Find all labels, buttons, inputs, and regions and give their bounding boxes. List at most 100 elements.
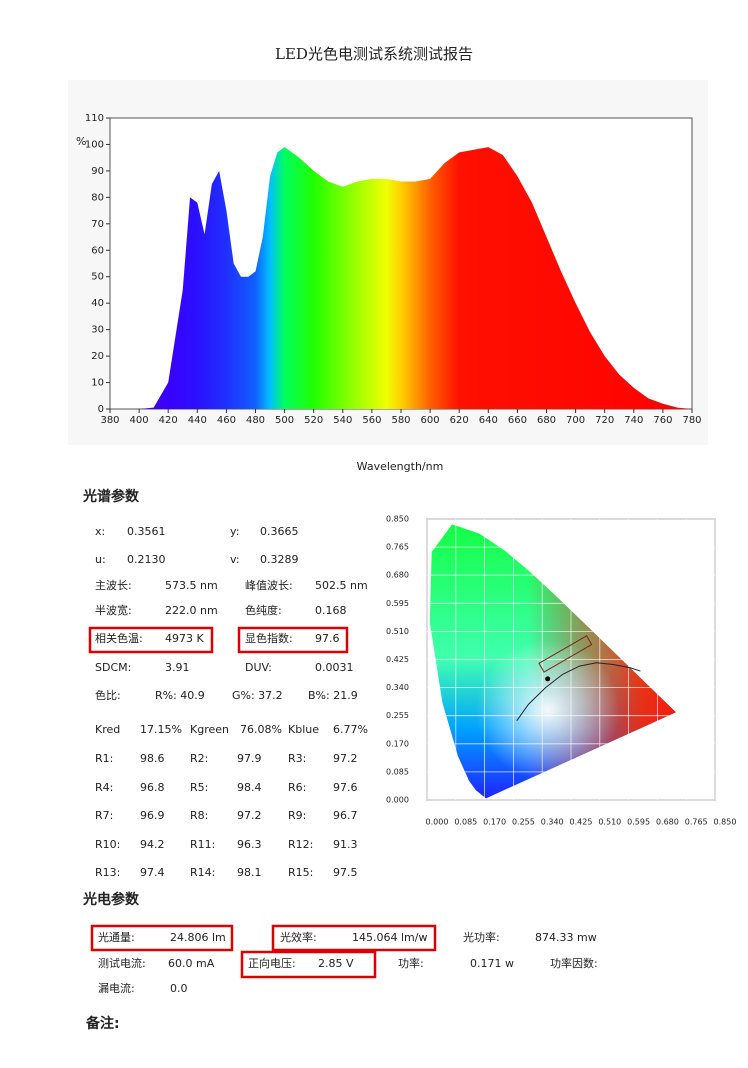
- param-label: 光效率:: [280, 930, 317, 944]
- param-label: 色纯度:: [245, 603, 282, 617]
- param-value: 0.171 w: [470, 957, 514, 970]
- param-value: 0.3289: [260, 553, 299, 566]
- param-value: 97.6: [315, 632, 340, 645]
- planckian-locus: [516, 662, 641, 721]
- y-tick-label: 20: [91, 351, 104, 362]
- x-tick-label: 780: [682, 415, 701, 426]
- y-tick-label: 0: [98, 404, 104, 415]
- param-label: R15:: [288, 866, 313, 879]
- param-label: 相关色温:: [95, 631, 143, 645]
- x-tick-label: 680: [537, 415, 556, 426]
- param-value: 91.3: [333, 838, 358, 851]
- title: LED光色电测试系统测试报告: [275, 45, 473, 63]
- x-tick-label: 620: [450, 415, 469, 426]
- x-tick-label: 440: [188, 415, 207, 426]
- param-value: 222.0 nm: [165, 604, 218, 617]
- param-label: R8:: [190, 809, 208, 822]
- x-tick-label: 660: [508, 415, 527, 426]
- param-label: R1:: [95, 752, 113, 765]
- param-value: 97.2: [333, 752, 358, 765]
- param-label: G%: 37.2: [232, 689, 283, 702]
- param-label: 光通量:: [98, 930, 135, 944]
- y-tick-label: 0.255: [386, 711, 409, 720]
- x-tick-label: 560: [362, 415, 381, 426]
- y-tick-label: 0.170: [386, 739, 409, 748]
- x-tick-label: 0.000: [426, 818, 449, 827]
- param-value: 96.8: [140, 781, 165, 794]
- param-value: 0.0: [170, 982, 188, 995]
- section-title: 光电参数: [82, 891, 140, 908]
- param-label: R13:: [95, 866, 120, 879]
- param-value: 76.08%: [240, 723, 282, 736]
- param-label: R9:: [288, 809, 306, 822]
- x-tick-label: 380: [100, 415, 119, 426]
- y-tick-label: 0.850: [386, 515, 409, 524]
- param-value: 573.5 nm: [165, 579, 218, 592]
- param-label: Kgreen: [190, 723, 229, 736]
- param-value: 0.2130: [127, 553, 166, 566]
- remarks: 备注:: [85, 1015, 120, 1032]
- x-tick-label: 420: [159, 415, 178, 426]
- x-tick-label: 500: [275, 415, 294, 426]
- y-tick-label: 30: [91, 325, 104, 336]
- param-label: 色比:: [95, 688, 121, 702]
- x-tick-label: 740: [624, 415, 643, 426]
- y-tick-label: 50: [91, 272, 104, 283]
- param-value: 24.806 lm: [170, 931, 226, 944]
- param-value: 98.1: [237, 866, 262, 879]
- param-label: 功率因数:: [550, 956, 598, 970]
- param-label: y:: [230, 525, 239, 538]
- param-label: DUV:: [245, 661, 272, 674]
- x-tick-label: 580: [391, 415, 410, 426]
- param-label: R6:: [288, 781, 306, 794]
- param-value: 3.91: [165, 661, 190, 674]
- param-value: 17.15%: [140, 723, 182, 736]
- highlight-box: [240, 950, 377, 979]
- x-tick-label: 700: [566, 415, 585, 426]
- param-value: 0.168: [315, 604, 347, 617]
- x-tick-label: 540: [333, 415, 352, 426]
- param-label: 主波长:: [95, 579, 132, 592]
- param-label: R3:: [288, 752, 306, 765]
- param-value: 0.3561: [127, 525, 166, 538]
- param-label: 光功率:: [463, 930, 500, 944]
- param-value: 96.3: [237, 838, 262, 851]
- param-label: u:: [95, 553, 106, 566]
- y-axis-label: %: [76, 135, 86, 148]
- param-value: 97.5: [333, 866, 358, 879]
- param-label: x:: [95, 525, 105, 538]
- y-tick-label: 40: [91, 298, 104, 309]
- y-tick-label: 0.425: [386, 655, 409, 664]
- x-tick-label: 0.765: [685, 818, 708, 827]
- spectrum-area: [110, 147, 692, 409]
- y-tick-label: 100: [85, 139, 104, 150]
- param-label: R14:: [190, 866, 215, 879]
- x-tick-label: 480: [246, 415, 265, 426]
- highlight-box: [90, 924, 234, 952]
- x-tick-label: 760: [653, 415, 672, 426]
- param-value: 97.9: [237, 752, 262, 765]
- param-value: B%: 21.9: [308, 689, 358, 702]
- x-tick-label: 720: [595, 415, 614, 426]
- x-tick-label: 0.085: [454, 818, 477, 827]
- param-value: 98.4: [237, 781, 262, 794]
- param-value: 60.0 mA: [168, 957, 215, 970]
- param-label: R2:: [190, 752, 208, 765]
- x-tick-label: 600: [421, 415, 440, 426]
- param-label: R7:: [95, 809, 113, 822]
- highlight-box: [271, 924, 437, 952]
- y-tick-label: 0.000: [386, 796, 409, 805]
- x-tick-label: 0.170: [483, 818, 506, 827]
- y-tick-label: 90: [91, 166, 104, 177]
- param-value: 98.6: [140, 752, 165, 765]
- x-tick-label: 0.850: [714, 818, 737, 827]
- param-label: 漏电流:: [98, 981, 135, 995]
- section-title: 光谱参数: [82, 488, 140, 505]
- y-tick-label: 0.510: [386, 627, 409, 636]
- y-tick-label: 110: [85, 113, 104, 124]
- y-tick-label: 70: [91, 219, 104, 230]
- param-label: R12:: [288, 838, 313, 851]
- x-tick-label: 0.255: [512, 818, 535, 827]
- param-value: 94.2: [140, 838, 165, 851]
